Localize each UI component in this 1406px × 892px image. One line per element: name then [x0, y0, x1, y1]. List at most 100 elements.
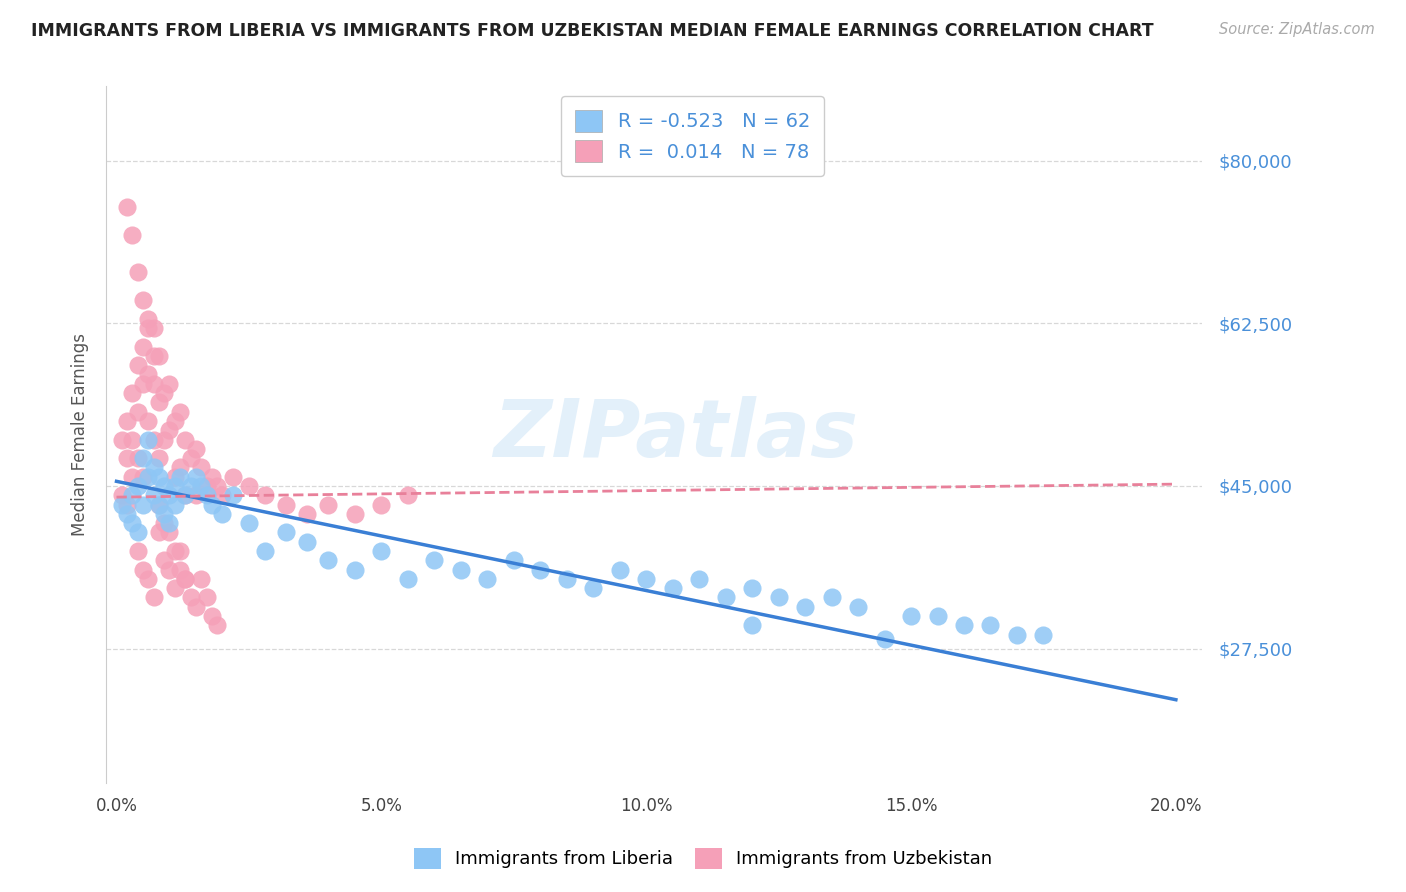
Point: [163, 414, 186, 428]
Point: [582, 581, 605, 595]
Point: [295, 507, 318, 521]
Point: [136, 321, 159, 335]
Point: [127, 525, 149, 540]
Point: [174, 488, 197, 502]
Point: [396, 488, 419, 502]
Point: [115, 414, 138, 428]
Point: [136, 572, 159, 586]
Point: [741, 618, 763, 632]
Point: [153, 386, 176, 401]
Point: [423, 553, 446, 567]
Point: [111, 488, 134, 502]
Point: [132, 340, 155, 354]
Point: [169, 460, 191, 475]
Point: [450, 563, 472, 577]
Point: [222, 488, 245, 502]
Point: [169, 544, 191, 558]
Point: [132, 469, 155, 483]
Point: [163, 479, 186, 493]
Point: [142, 376, 165, 391]
Point: [169, 404, 191, 418]
Y-axis label: Median Female Earnings: Median Female Earnings: [72, 334, 89, 536]
Point: [318, 498, 340, 512]
Point: [136, 311, 159, 326]
Point: [136, 469, 159, 483]
Point: [184, 469, 207, 483]
Point: [274, 498, 297, 512]
Point: [205, 618, 228, 632]
Point: [174, 488, 197, 502]
Point: [148, 525, 170, 540]
Point: [148, 469, 170, 483]
Point: [477, 572, 499, 586]
Point: [169, 563, 191, 577]
Point: [148, 349, 170, 363]
Point: [295, 534, 318, 549]
Point: [180, 479, 202, 493]
Point: [148, 395, 170, 409]
Point: [688, 572, 710, 586]
Point: [127, 451, 149, 466]
Point: [121, 228, 143, 243]
Point: [127, 265, 149, 279]
Point: [132, 376, 155, 391]
Point: [211, 488, 233, 502]
Point: [115, 451, 138, 466]
Point: [115, 498, 138, 512]
Point: [132, 563, 155, 577]
Point: [768, 591, 790, 605]
Point: [174, 572, 197, 586]
Point: [184, 442, 207, 456]
Point: [195, 488, 218, 502]
Point: [741, 581, 763, 595]
Point: [142, 321, 165, 335]
Point: [927, 609, 949, 624]
Point: [153, 516, 176, 530]
Point: [148, 498, 170, 512]
Point: [132, 451, 155, 466]
Text: Source: ZipAtlas.com: Source: ZipAtlas.com: [1219, 22, 1375, 37]
Point: [136, 368, 159, 382]
Point: [136, 414, 159, 428]
Point: [163, 469, 186, 483]
Point: [609, 563, 631, 577]
Legend: Immigrants from Liberia, Immigrants from Uzbekistan: Immigrants from Liberia, Immigrants from…: [406, 840, 1000, 876]
Point: [201, 469, 224, 483]
Point: [163, 581, 186, 595]
Point: [195, 479, 218, 493]
Point: [159, 525, 181, 540]
Point: [201, 498, 224, 512]
Point: [661, 581, 683, 595]
Point: [163, 498, 186, 512]
Point: [132, 498, 155, 512]
Point: [127, 479, 149, 493]
Point: [142, 591, 165, 605]
Point: [159, 516, 181, 530]
Point: [253, 544, 276, 558]
Text: ZIPatlas: ZIPatlas: [494, 396, 859, 474]
Point: [184, 599, 207, 614]
Point: [318, 553, 340, 567]
Point: [253, 488, 276, 502]
Point: [127, 544, 149, 558]
Point: [148, 451, 170, 466]
Point: [115, 507, 138, 521]
Point: [190, 572, 212, 586]
Point: [127, 358, 149, 372]
Point: [211, 507, 233, 521]
Point: [900, 609, 922, 624]
Point: [153, 553, 176, 567]
Text: IMMIGRANTS FROM LIBERIA VS IMMIGRANTS FROM UZBEKISTAN MEDIAN FEMALE EARNINGS COR: IMMIGRANTS FROM LIBERIA VS IMMIGRANTS FR…: [31, 22, 1153, 40]
Point: [121, 516, 143, 530]
Point: [153, 479, 176, 493]
Point: [174, 433, 197, 447]
Point: [979, 618, 1001, 632]
Point: [820, 591, 842, 605]
Point: [121, 433, 143, 447]
Point: [555, 572, 578, 586]
Legend: R = -0.523   N = 62, R =  0.014   N = 78: R = -0.523 N = 62, R = 0.014 N = 78: [561, 96, 824, 176]
Point: [502, 553, 524, 567]
Point: [169, 469, 191, 483]
Point: [184, 488, 207, 502]
Point: [873, 632, 896, 647]
